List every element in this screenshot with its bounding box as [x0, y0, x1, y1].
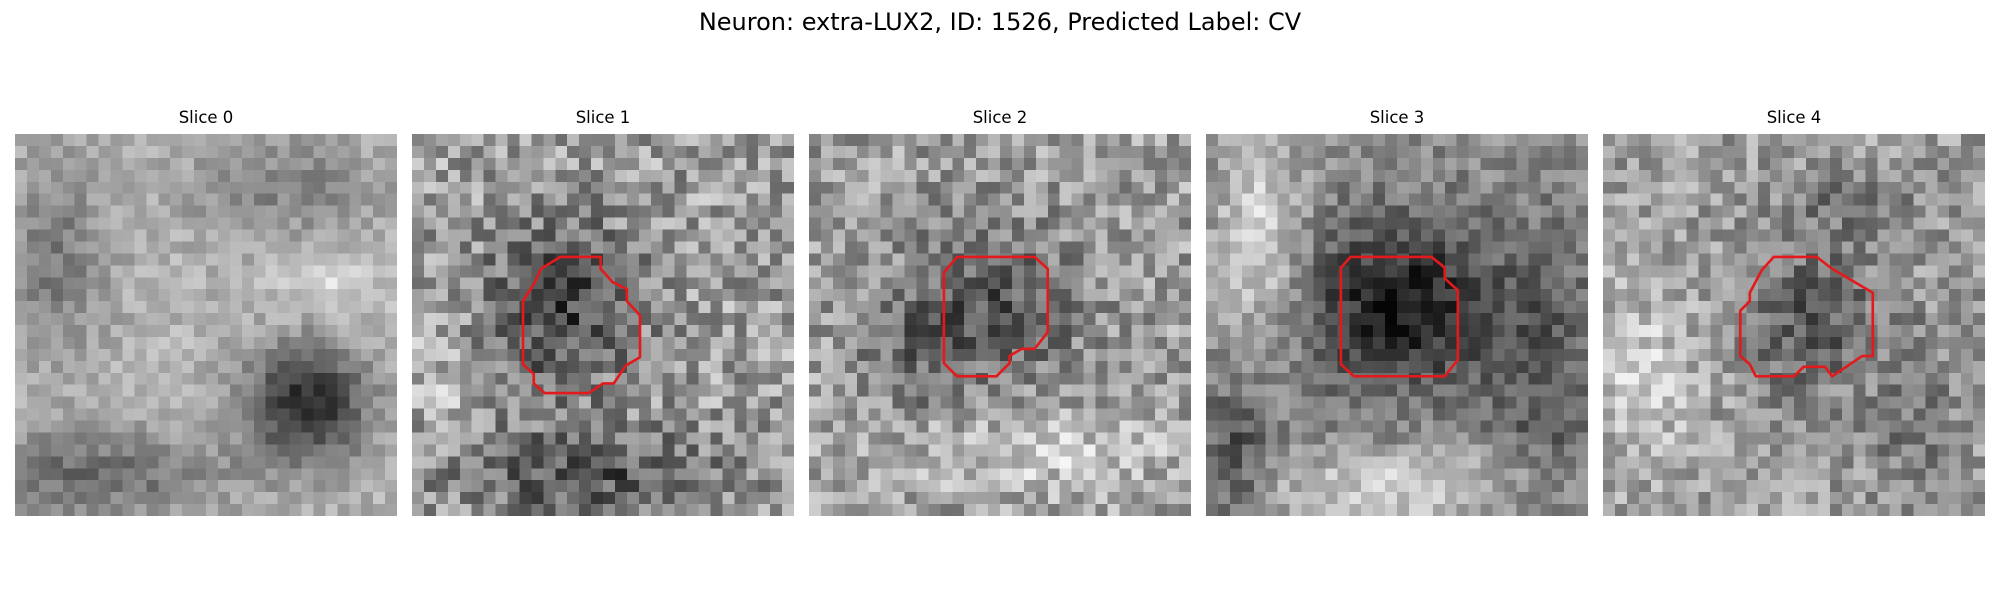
slice-image-2 [809, 134, 1191, 516]
segmentation-contour-4 [1738, 255, 1875, 378]
slice-title-2: Slice 2 [972, 108, 1028, 127]
slice-title-1: Slice 1 [575, 108, 631, 127]
figure-title: Neuron: extra-LUX2, ID: 1526, Predicted … [698, 8, 1302, 36]
segmentation-contour-3 [1339, 255, 1460, 378]
slice-image-3 [1206, 134, 1588, 516]
slice-title-4: Slice 4 [1766, 108, 1822, 127]
segmentation-contour-1 [521, 255, 642, 395]
segmentation-contour-2 [942, 255, 1050, 378]
slice-image-0 [15, 134, 397, 516]
slice-image-4 [1603, 134, 1985, 516]
slice-image-1 [412, 134, 794, 516]
slice-title-0: Slice 0 [178, 108, 234, 127]
slice-title-3: Slice 3 [1369, 108, 1425, 127]
